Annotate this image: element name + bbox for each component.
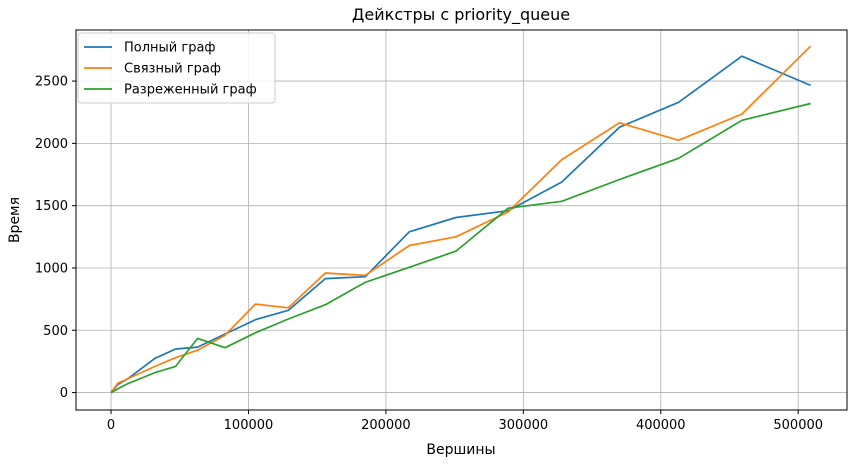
series-line-2 bbox=[110, 45, 812, 394]
y-axis-label: Время bbox=[7, 197, 23, 243]
series-line-1 bbox=[110, 55, 811, 394]
x-tick-label: 400000 bbox=[636, 418, 686, 433]
y-tick-label: 2000 bbox=[35, 137, 68, 152]
y-tick-label: 1500 bbox=[35, 199, 68, 214]
legend-label-3: Разреженный граф bbox=[124, 83, 257, 98]
x-axis: 0 100000 200000 300000 400000 500000 bbox=[107, 410, 823, 433]
series-line-3 bbox=[110, 102, 811, 394]
legend: Полный граф Связный граф Разреженный граф bbox=[77, 32, 276, 104]
x-tick-label: 100000 bbox=[224, 418, 274, 433]
chart-title: Дейкстры с priority_queue bbox=[352, 5, 570, 25]
x-tick-label: 200000 bbox=[361, 418, 411, 433]
y-tick-label: 2500 bbox=[35, 75, 68, 90]
y-axis: 0 500 1000 1500 2000 2500 bbox=[35, 75, 76, 401]
x-axis-label: Вершины bbox=[426, 442, 495, 458]
y-tick-label: 0 bbox=[60, 386, 68, 401]
y-tick-label: 1000 bbox=[35, 261, 68, 276]
legend-label-1: Полный граф bbox=[124, 41, 216, 56]
x-tick-label: 300000 bbox=[499, 418, 549, 433]
x-tick-label: 0 bbox=[107, 418, 115, 433]
x-tick-label: 500000 bbox=[773, 418, 823, 433]
plot-area-frame bbox=[75, 29, 848, 411]
legend-label-2: Связный граф bbox=[124, 62, 221, 77]
series-layer bbox=[110, 45, 812, 394]
legend-box bbox=[77, 32, 276, 104]
y-tick-label: 500 bbox=[43, 324, 68, 339]
